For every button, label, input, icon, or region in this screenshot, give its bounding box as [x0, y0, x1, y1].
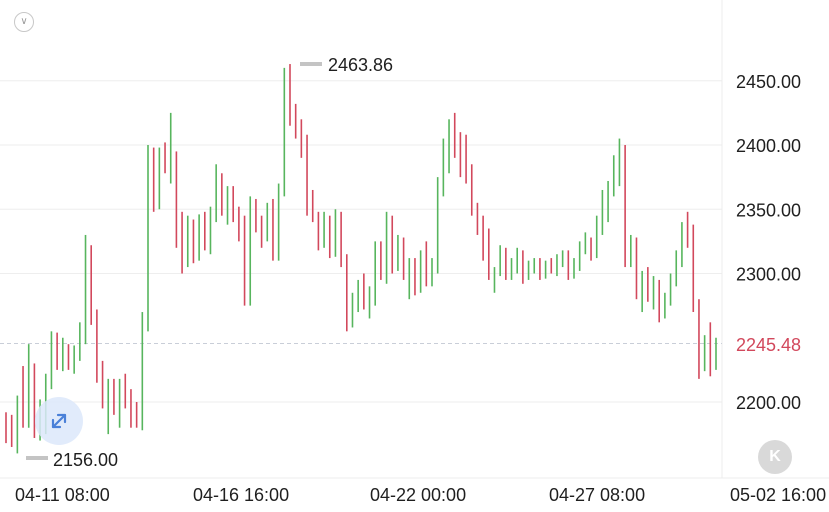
y-tick-label: 2200.00 [736, 393, 801, 413]
high-annotation: 2463.86 [328, 55, 393, 75]
low-annotation: 2156.00 [53, 450, 118, 470]
k-icon[interactable]: K [758, 440, 792, 474]
collapse-icon[interactable]: ∨ [14, 12, 34, 32]
x-axis-ticks: 04-11 08:00 04-16 16:00 04-22 00:00 04-27 0… [15, 485, 826, 505]
y-axis-ticks: 2450.00 2400.00 2350.00 2300.00 2200.00 [736, 72, 801, 413]
x-tick-label: 04-16 16:00 [193, 485, 289, 505]
x-tick-label: 05-02 16:00 [730, 485, 826, 505]
y-tick-label: 2400.00 [736, 136, 801, 156]
gridlines [0, 80, 722, 403]
y-tick-label: 2300.00 [736, 265, 801, 285]
y-tick-label: 2450.00 [736, 72, 801, 92]
expand-arrows-icon [51, 413, 67, 429]
expand-button[interactable] [35, 397, 83, 445]
ohlc-bars [5, 64, 717, 454]
current-price-label: 2245.48 [736, 335, 801, 355]
current-price-bg [726, 330, 829, 358]
x-tick-label: 04-11 08:00 [15, 485, 110, 505]
y-tick-label: 2350.00 [736, 200, 801, 220]
x-tick-label: 04-22 00:00 [370, 485, 466, 505]
x-tick-label: 04-27 08:00 [549, 485, 645, 505]
